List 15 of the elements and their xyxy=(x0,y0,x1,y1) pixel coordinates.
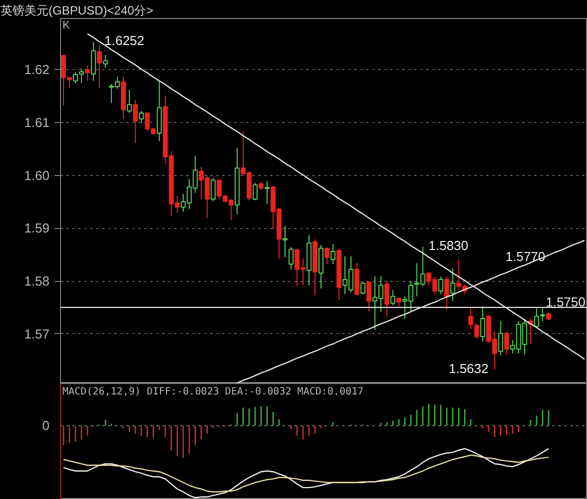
y-tick-label: 1.62 xyxy=(24,62,50,78)
annotation: 1.5830 xyxy=(428,238,468,253)
y-tick-label: 1.60 xyxy=(24,168,50,183)
chart-title: MACD(26,12,9) DIFF:-0.0023 DEA:-0.0032 MACD:0.0017 xyxy=(62,386,364,398)
y-tick-label: 1.59 xyxy=(24,220,50,236)
annotation: 1.6252 xyxy=(104,33,144,48)
annotation: K xyxy=(62,20,70,32)
y-tick-label: 1.58 xyxy=(24,274,50,289)
annotation: 1.5632 xyxy=(448,361,489,376)
y-tick-label: 1.57 xyxy=(24,326,50,342)
y-tick-label: 1.61 xyxy=(24,115,50,130)
annotation: 1.5770 xyxy=(506,249,546,264)
ref-line-label: 0 xyxy=(42,418,50,434)
chart-title: 英镑美元(GBPUSD)<240分> xyxy=(0,4,154,18)
ref-line-label: 1.5750 xyxy=(546,294,586,310)
